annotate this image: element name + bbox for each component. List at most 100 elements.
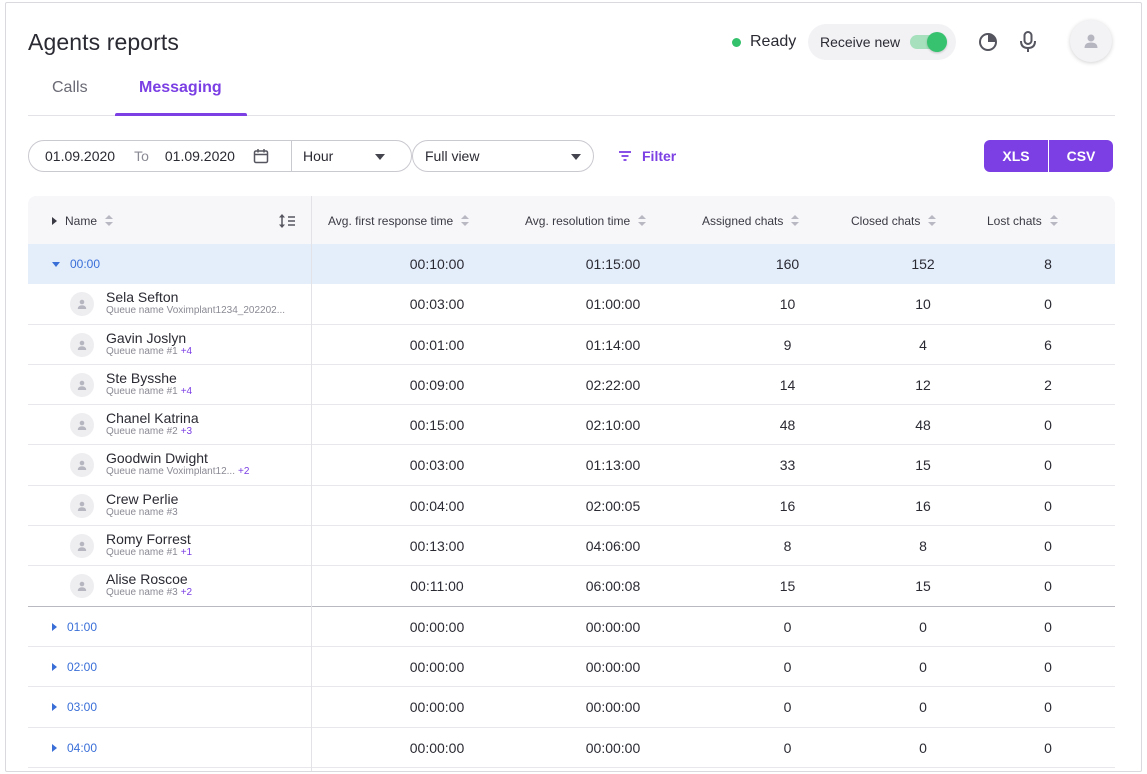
column-name[interactable]: Name: [52, 214, 114, 228]
agent-queue-more[interactable]: +4: [180, 345, 193, 357]
avg-first-response-cell: 00:10:00: [409, 256, 465, 272]
agent-row[interactable]: Chanel Katrina Queue name #2 +3 00:15:00 02:…: [28, 405, 1115, 446]
agent-queue-more[interactable]: +1: [180, 547, 193, 559]
date-from[interactable]: 01.09.2020: [45, 148, 116, 164]
agent-queue-name: Queue name #1: [106, 547, 178, 559]
tab-messaging[interactable]: Messaging: [139, 79, 222, 96]
user-avatar[interactable]: [1070, 20, 1112, 62]
export-csv-button[interactable]: CSV: [1049, 140, 1113, 172]
row-density-icon[interactable]: [278, 213, 296, 229]
person-icon: [77, 461, 87, 471]
agent-info: Romy Forrest Queue name #1 +1: [70, 532, 192, 559]
avg-first-response-cell: 00:03:00: [409, 296, 465, 313]
column-avg-resolution[interactable]: Avg. resolution time: [525, 214, 647, 228]
time-unit-select[interactable]: Hour: [303, 148, 334, 164]
expand-icon[interactable]: [52, 743, 57, 752]
person-icon: [77, 582, 87, 592]
group-toggle[interactable]: 00:00: [52, 257, 100, 271]
group-label: 00:00: [70, 257, 101, 271]
expand-icon[interactable]: [52, 622, 57, 631]
agent-queue-more[interactable]: +3: [180, 426, 193, 438]
closed-chats-cell: 15: [915, 457, 931, 474]
tab-calls[interactable]: Calls: [52, 79, 88, 96]
agent-row[interactable]: Ste Bysshe Queue name #1 +4 00:09:00 02:22:0…: [28, 365, 1115, 406]
agent-queue: Queue name Voximplant1234_202202...: [106, 305, 288, 317]
agent-row[interactable]: Gavin Joslyn Queue name #1 +4 00:01:00 01:14…: [28, 325, 1115, 365]
agent-row[interactable]: Goodwin Dwight Queue name Voximplant12...…: [28, 445, 1115, 486]
sort-icon[interactable]: [1049, 215, 1058, 227]
calendar-icon[interactable]: [253, 148, 269, 164]
closed-chats-cell: 152: [911, 256, 935, 272]
agent-row[interactable]: Alise Roscoe Queue name #3 +2 00:11:00 06:00…: [28, 566, 1115, 607]
sort-icon[interactable]: [638, 215, 647, 227]
agent-row[interactable]: Sela Sefton Queue name Voximplant1234_202…: [28, 284, 1115, 325]
column-label: Closed chats: [851, 214, 921, 228]
receive-new-label: Receive new: [820, 34, 901, 50]
group-toggle[interactable]: 04:00: [52, 741, 97, 755]
column-lost-chats[interactable]: Lost chats: [987, 214, 1058, 228]
lost-chats-cell: 0: [1044, 739, 1052, 756]
agent-queue: Queue name #2 +3: [106, 426, 199, 438]
closed-chats-cell: 8: [919, 538, 927, 555]
agent-queue: Queue name #3 +2: [106, 587, 192, 599]
pie-chart-icon[interactable]: [976, 29, 1000, 55]
column-avg-first-response[interactable]: Avg. first response time: [328, 214, 470, 228]
lost-chats-cell: 0: [1044, 497, 1052, 514]
agent-info: Crew Perlie Queue name #3: [70, 490, 181, 519]
agent-info: Ste Bysshe Queue name #1 +4: [70, 370, 193, 398]
microphone-icon[interactable]: [1016, 29, 1040, 55]
expand-icon[interactable]: [52, 662, 57, 671]
expand-all-icon[interactable]: [52, 217, 57, 225]
avg-first-response-cell: 00:00:00: [409, 618, 465, 635]
agent-queue-more[interactable]: +2: [180, 587, 193, 599]
assigned-chats-cell: 16: [779, 497, 796, 514]
agent-queue-more[interactable]: +4: [180, 385, 193, 397]
agent-avatar: [70, 574, 94, 599]
date-range-divider: [291, 141, 292, 171]
collapse-icon[interactable]: [52, 261, 60, 267]
chevron-down-icon[interactable]: [375, 154, 385, 160]
assigned-chats-cell: 0: [783, 658, 792, 675]
column-closed-chats[interactable]: Closed chats: [851, 214, 937, 228]
export-xls-button[interactable]: XLS: [984, 140, 1048, 172]
chevron-down-icon[interactable]: [571, 154, 581, 160]
group-label: 04:00: [67, 740, 98, 755]
sort-icon[interactable]: [791, 215, 800, 227]
assigned-chats-cell: 33: [779, 457, 796, 474]
date-to[interactable]: 01.09.2020: [164, 148, 235, 164]
agent-avatar: [70, 292, 94, 317]
column-assigned-chats[interactable]: Assigned chats: [702, 214, 800, 228]
group-row-collapsed[interactable]: 02:00 00:00:00 00:00:00 0 0 0: [28, 647, 1115, 688]
closed-chats-cell: 12: [915, 376, 931, 393]
sort-icon[interactable]: [928, 215, 937, 227]
view-select[interactable]: Full view: [412, 140, 594, 172]
assigned-chats-cell: 48: [779, 417, 796, 434]
receive-new-toggle[interactable]: [910, 32, 947, 52]
date-range-picker[interactable]: 01.09.2020 To 01.09.2020 Hour: [28, 140, 412, 172]
filter-button[interactable]: Filter: [618, 148, 676, 164]
agent-status[interactable]: Ready: [732, 33, 796, 51]
lost-chats-cell: 6: [1044, 336, 1052, 353]
group-toggle[interactable]: 03:00: [52, 700, 97, 714]
agent-name: Sela Sefton: [106, 289, 179, 306]
group-row-collapsed[interactable]: 04:00 00:00:00 00:00:00 0 0 0: [28, 728, 1115, 768]
agent-row[interactable]: Romy Forrest Queue name #1 +1 00:13:00 04:06…: [28, 526, 1115, 567]
closed-chats-cell: 0: [919, 739, 927, 756]
sort-icon[interactable]: [105, 215, 114, 227]
receive-new-switch[interactable]: Receive new: [808, 24, 956, 60]
name-column-divider: [311, 196, 312, 771]
group-toggle[interactable]: 02:00: [52, 660, 97, 674]
agent-row[interactable]: Crew Perlie Queue name #3 00:04:00 02:00:05…: [28, 486, 1115, 527]
agent-queue-more[interactable]: +2: [237, 466, 250, 478]
group-row-collapsed[interactable]: 01:00 00:00:00 00:00:00 0 0 0: [28, 607, 1115, 647]
assigned-chats-cell: 10: [779, 296, 796, 313]
group-row-collapsed[interactable]: 03:00 00:00:00 00:00:00 0 0 0: [28, 687, 1115, 728]
avg-first-response-cell: 00:09:00: [409, 376, 465, 393]
sort-icon[interactable]: [461, 215, 470, 227]
person-icon: [77, 299, 87, 310]
group-row-expanded[interactable]: 00:00 00:10:00 01:15:00 160 152 8: [28, 244, 1115, 285]
expand-icon[interactable]: [52, 703, 57, 712]
group-toggle[interactable]: 01:00: [52, 620, 97, 634]
table-header: Name Avg. first response time Avg. resol…: [28, 196, 1115, 244]
agent-name: Crew Perlie: [106, 490, 179, 507]
